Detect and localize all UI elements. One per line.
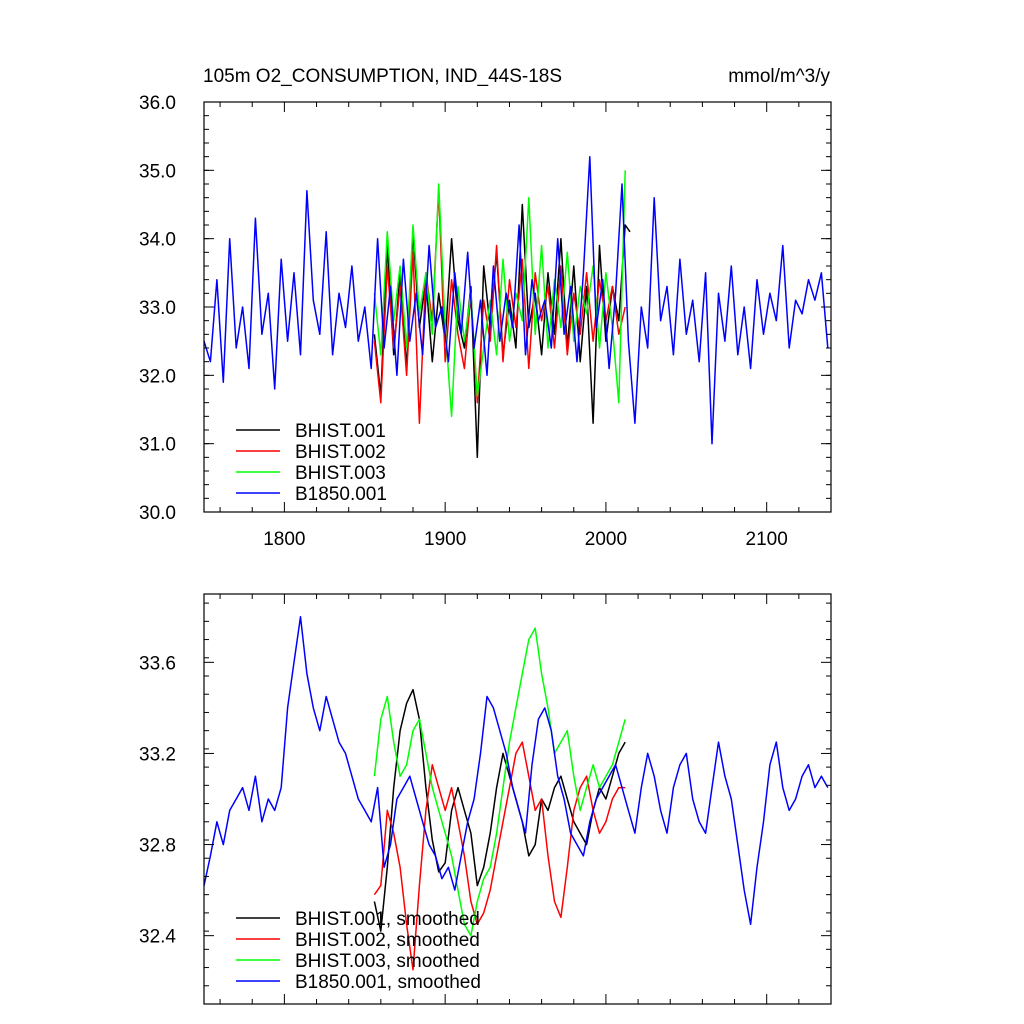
y-tick-label: 33.0 [139,298,176,319]
legend-label-3: BHIST.003, smoothed [295,951,480,972]
bottom-axis-ticks: 32.4 32.8 33.2 33.6 [139,594,832,1005]
chart-title: 105m O2_CONSUMPTION, IND_44S-18S [203,66,562,87]
series-line-3 [373,627,626,937]
top-panel: 105m O2_CONSUMPTION, IND_44S-18S mmol/m^… [139,66,832,550]
bottom-panel: 32.432.833.233.6 BHIST.001, smoothedBHIS… [139,593,832,1005]
legend-label-4: B1850.001 [295,484,387,505]
x-tick-label: 2100 [746,529,788,550]
y-tick-label: 32.0 [139,366,176,387]
x-tick-label: 1800 [263,529,305,550]
legend-label-1: BHIST.001 [295,421,386,442]
y-tick-label: 31.0 [139,435,176,456]
legend-label-1: BHIST.001, smoothed [295,909,480,930]
top-plot-frame [203,101,832,513]
top-axis-ticks: 1800 1900 2000 2100 30.0 31.0 32.0 33.0 34.0 35.0… [139,93,832,550]
y-tick-label: 35.0 [139,161,176,182]
series-line-1 [373,688,626,932]
x-tick-label: 2000 [585,529,627,550]
y-tick-label: 34.0 [139,230,176,251]
y-tick-label: 30.0 [139,503,176,524]
y-tick-label: 33.2 [139,744,176,765]
legend-label-2: BHIST.002 [295,442,386,463]
x-tick-label: 1900 [424,529,466,550]
series-line-4 [203,155,829,445]
bottom-series-layer [203,616,829,971]
series-line-4 [203,616,829,926]
chart-units: mmol/m^3/y [728,66,830,87]
legend-label-4: B1850.001, smoothed [295,972,481,993]
series-line-2 [373,741,626,971]
y-tick-label: 33.6 [139,653,176,674]
y-tick-label: 36.0 [139,93,176,114]
legend-label-2: BHIST.002, smoothed [295,930,480,951]
series-line-3 [373,170,626,418]
y-tick-label: 32.8 [139,836,176,857]
legend-label-3: BHIST.003 [295,463,386,484]
y-tick-label: 32.4 [139,927,176,948]
bottom-plot-frame [203,593,832,1005]
top-series-layer [203,155,829,459]
